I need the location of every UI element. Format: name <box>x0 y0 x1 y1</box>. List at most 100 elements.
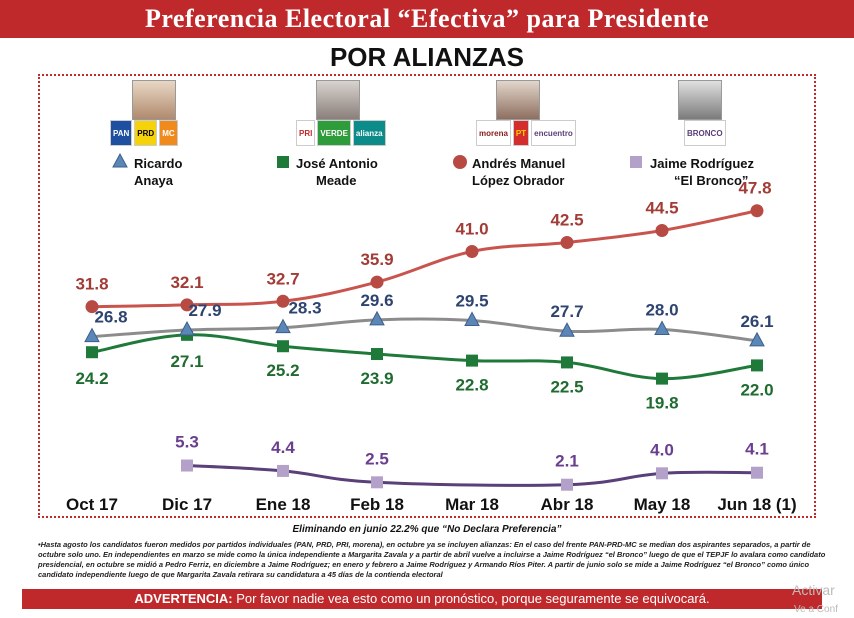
legend-bronco-line1: Jaime Rodríguez <box>650 156 755 171</box>
x-tick-label: Jun 18 (1) <box>717 495 796 514</box>
warning-banner: ADVERTENCIA: Por favor nadie vea esto co… <box>22 589 822 609</box>
chart-subtitle: POR ALIANZAS <box>329 42 525 72</box>
data-label-amlo: 31.8 <box>75 275 108 294</box>
data-point-anaya <box>275 318 291 334</box>
series-line-anaya <box>91 317 758 343</box>
data-point-anaya <box>179 320 195 336</box>
data-label-amlo: 32.1 <box>170 273 203 292</box>
data-point-bronco <box>181 459 193 472</box>
activation-watermark-sub: Ve a Conf <box>794 604 838 615</box>
chart-frame <box>38 74 816 518</box>
data-label-meade: 22.0 <box>740 380 773 399</box>
data-label-anaya: 28.3 <box>288 299 321 318</box>
amlo-photo <box>496 80 540 120</box>
data-label-meade: 23.9 <box>360 369 393 388</box>
data-point-amlo <box>180 298 194 312</box>
alianza-logo: alianza <box>352 120 386 146</box>
data-point-bronco <box>371 476 383 489</box>
data-label-anaya: 28.0 <box>645 300 678 319</box>
x-tick-label: Feb 18 <box>350 495 404 514</box>
data-point-anaya <box>84 327 100 343</box>
legend-bronco: Jaime Rodríguez “El Bronco” <box>650 155 754 189</box>
data-point-bronco <box>561 478 573 491</box>
data-label-amlo: 32.7 <box>266 269 299 288</box>
data-label-bronco: 2.1 <box>555 452 579 471</box>
x-tick-label: May 18 <box>634 495 691 514</box>
data-point-meade <box>277 340 289 353</box>
x-tick-label: Oct 17 <box>66 495 118 514</box>
data-label-meade: 24.2 <box>75 369 108 388</box>
data-point-anaya <box>464 311 480 326</box>
data-point-amlo <box>276 294 290 308</box>
data-label-bronco: 4.0 <box>650 440 674 459</box>
data-point-amlo <box>655 224 669 238</box>
bronco-photo <box>678 80 722 120</box>
legend-meade-line1: José Antonio <box>296 156 378 171</box>
footnote-text: •Hasta agosto los candidatos fueron medi… <box>38 540 826 579</box>
data-label-meade: 22.8 <box>455 376 488 395</box>
legend-marker-amlo <box>453 155 467 169</box>
data-point-anaya <box>749 331 765 347</box>
data-point-amlo <box>560 236 574 250</box>
data-label-bronco: 4.4 <box>271 438 295 457</box>
data-point-anaya <box>559 322 575 337</box>
x-tick-label: Ene 18 <box>256 495 311 514</box>
legend-anaya-line1: Ricardo <box>134 156 183 171</box>
data-label-meade: 25.2 <box>266 361 299 380</box>
meade-logos: PRI VERDE alianza <box>296 120 386 146</box>
mc-logo: MC <box>159 120 178 146</box>
data-label-amlo: 44.5 <box>645 199 678 218</box>
pan-logo: PAN <box>110 120 133 146</box>
bronco-logo: BRONCO <box>684 120 726 146</box>
warning-label: ADVERTENCIA: <box>134 591 233 606</box>
legend-meade: José Antonio Meade <box>296 155 378 189</box>
data-label-amlo: 35.9 <box>360 250 393 269</box>
meade-photo <box>316 80 360 120</box>
data-point-anaya <box>369 310 385 326</box>
data-point-meade <box>656 372 668 385</box>
amlo-logos: morena PT encuentro <box>476 120 576 146</box>
data-point-meade <box>86 346 98 359</box>
data-label-anaya: 26.8 <box>94 308 127 327</box>
data-point-bronco <box>656 467 668 480</box>
x-tick-label: Abr 18 <box>541 495 594 514</box>
x-tick-label: Dic 17 <box>162 495 212 514</box>
data-point-meade <box>751 359 763 372</box>
footnote-title: Eliminando en junio 22.2% que “No Declar… <box>292 524 562 535</box>
data-label-anaya: 29.6 <box>360 291 393 310</box>
data-label-meade: 19.8 <box>645 394 678 413</box>
prd-logo: PRD <box>134 120 158 146</box>
legend-amlo-line2: López Obrador <box>472 173 565 188</box>
pri-logo: PRI <box>296 120 316 146</box>
encuentro-logo: encuentro <box>531 120 576 146</box>
verde-logo: VERDE <box>317 120 351 146</box>
data-label-anaya: 27.9 <box>188 301 221 320</box>
warning-text: Por favor nadie vea esto como un pronóst… <box>232 591 710 606</box>
legend-meade-line2: Meade <box>316 173 357 188</box>
x-tick-label: Mar 18 <box>445 495 499 514</box>
legend-anaya: Ricardo Anaya <box>134 155 182 189</box>
data-label-amlo: 42.5 <box>550 211 583 230</box>
data-label-bronco: 4.1 <box>745 440 769 459</box>
data-label-anaya: 29.5 <box>455 291 488 310</box>
data-label-meade: 22.5 <box>550 377 583 396</box>
legend-amlo: Andrés Manuel López Obrador <box>472 155 565 189</box>
pt-logo: PT <box>512 120 530 146</box>
data-point-amlo <box>465 245 479 259</box>
data-label-anaya: 27.7 <box>550 302 583 321</box>
chart-title: Preferencia Electoral “Efectiva” para Pr… <box>0 0 854 38</box>
data-point-bronco <box>751 466 763 479</box>
data-point-bronco <box>277 464 289 477</box>
legend-marker-anaya <box>112 152 128 168</box>
legend-marker-bronco <box>630 156 642 168</box>
activation-watermark: Activar <box>792 582 835 598</box>
data-point-meade <box>466 354 478 367</box>
series-line-amlo <box>91 209 758 309</box>
data-label-amlo: 47.8 <box>738 179 771 198</box>
series-line-meade <box>91 333 758 381</box>
data-point-meade <box>561 356 573 369</box>
data-label-amlo: 41.0 <box>455 220 488 239</box>
data-point-meade <box>371 348 383 361</box>
legend-bronco-line2: “El Bronco” <box>674 173 749 188</box>
